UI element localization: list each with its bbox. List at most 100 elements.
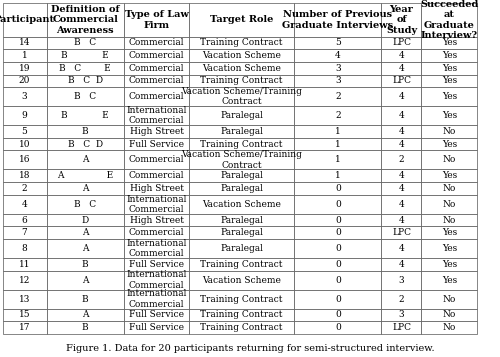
Text: Yes: Yes xyxy=(442,64,457,73)
FancyBboxPatch shape xyxy=(2,49,46,62)
FancyBboxPatch shape xyxy=(189,170,294,182)
Text: Yes: Yes xyxy=(442,39,457,47)
FancyBboxPatch shape xyxy=(294,49,382,62)
Text: Number of Previous
Graduate Interviews: Number of Previous Graduate Interviews xyxy=(282,10,394,30)
FancyBboxPatch shape xyxy=(2,308,46,321)
FancyBboxPatch shape xyxy=(124,195,189,214)
FancyBboxPatch shape xyxy=(422,170,478,182)
Text: Definition of
Commercial
Awareness: Definition of Commercial Awareness xyxy=(51,5,120,35)
FancyBboxPatch shape xyxy=(294,138,382,150)
FancyBboxPatch shape xyxy=(422,106,478,125)
Text: 16: 16 xyxy=(19,155,30,165)
FancyBboxPatch shape xyxy=(124,258,189,271)
FancyBboxPatch shape xyxy=(124,36,189,49)
Text: 3: 3 xyxy=(398,276,404,285)
Text: Training Contract: Training Contract xyxy=(200,311,283,320)
FancyBboxPatch shape xyxy=(294,125,382,138)
Text: A: A xyxy=(82,311,88,320)
FancyBboxPatch shape xyxy=(124,87,189,106)
Text: No: No xyxy=(443,295,456,303)
FancyBboxPatch shape xyxy=(46,271,124,290)
Text: Paralegal: Paralegal xyxy=(220,228,263,237)
Text: Commercial: Commercial xyxy=(129,155,184,165)
Text: 1: 1 xyxy=(335,140,340,149)
FancyBboxPatch shape xyxy=(46,87,124,106)
FancyBboxPatch shape xyxy=(422,182,478,195)
FancyBboxPatch shape xyxy=(422,239,478,258)
Text: LPC: LPC xyxy=(392,228,411,237)
Text: 0: 0 xyxy=(335,323,340,332)
Text: Commercial: Commercial xyxy=(129,64,184,73)
FancyBboxPatch shape xyxy=(294,308,382,321)
Text: Yes: Yes xyxy=(442,111,457,120)
Text: 4: 4 xyxy=(398,64,404,73)
FancyBboxPatch shape xyxy=(294,182,382,195)
Text: 9: 9 xyxy=(22,111,28,120)
Text: No: No xyxy=(443,311,456,320)
Text: 4: 4 xyxy=(335,51,340,60)
FancyBboxPatch shape xyxy=(2,150,46,170)
FancyBboxPatch shape xyxy=(382,62,422,75)
Text: Figure 1. Data for 20 participants returning for semi-structured interview.: Figure 1. Data for 20 participants retur… xyxy=(66,345,434,353)
Text: 4: 4 xyxy=(398,184,404,193)
Text: 13: 13 xyxy=(19,295,30,303)
FancyBboxPatch shape xyxy=(124,75,189,87)
FancyBboxPatch shape xyxy=(2,195,46,214)
Text: LPC: LPC xyxy=(392,323,411,332)
Text: A: A xyxy=(82,155,88,165)
Text: Commercial: Commercial xyxy=(129,92,184,101)
FancyBboxPatch shape xyxy=(189,290,294,308)
FancyBboxPatch shape xyxy=(294,321,382,334)
Text: Paralegal: Paralegal xyxy=(220,184,263,193)
Text: 3: 3 xyxy=(335,64,340,73)
Text: B   C  D: B C D xyxy=(68,76,103,85)
Text: 4: 4 xyxy=(398,244,404,253)
FancyBboxPatch shape xyxy=(2,271,46,290)
Text: Full Service: Full Service xyxy=(129,140,184,149)
FancyBboxPatch shape xyxy=(2,3,46,36)
FancyBboxPatch shape xyxy=(189,258,294,271)
Text: B: B xyxy=(82,323,88,332)
Text: Vacation Scheme: Vacation Scheme xyxy=(202,51,281,60)
FancyBboxPatch shape xyxy=(189,36,294,49)
FancyBboxPatch shape xyxy=(2,125,46,138)
FancyBboxPatch shape xyxy=(2,170,46,182)
FancyBboxPatch shape xyxy=(189,308,294,321)
FancyBboxPatch shape xyxy=(382,290,422,308)
Text: Paralegal: Paralegal xyxy=(220,216,263,225)
Text: 10: 10 xyxy=(19,140,30,149)
FancyBboxPatch shape xyxy=(422,87,478,106)
FancyBboxPatch shape xyxy=(382,271,422,290)
Text: Yes: Yes xyxy=(442,51,457,60)
Text: Training Contract: Training Contract xyxy=(200,39,283,47)
FancyBboxPatch shape xyxy=(382,170,422,182)
FancyBboxPatch shape xyxy=(382,239,422,258)
FancyBboxPatch shape xyxy=(124,62,189,75)
FancyBboxPatch shape xyxy=(189,195,294,214)
FancyBboxPatch shape xyxy=(294,150,382,170)
Text: Full Service: Full Service xyxy=(129,260,184,269)
FancyBboxPatch shape xyxy=(46,226,124,239)
FancyBboxPatch shape xyxy=(124,125,189,138)
Text: Full Service: Full Service xyxy=(129,323,184,332)
Text: Training Contract: Training Contract xyxy=(200,76,283,85)
FancyBboxPatch shape xyxy=(46,36,124,49)
FancyBboxPatch shape xyxy=(46,3,124,36)
Text: Yes: Yes xyxy=(442,228,457,237)
FancyBboxPatch shape xyxy=(46,258,124,271)
Text: 20: 20 xyxy=(19,76,30,85)
Text: Participant: Participant xyxy=(0,15,55,25)
FancyBboxPatch shape xyxy=(124,182,189,195)
FancyBboxPatch shape xyxy=(124,321,189,334)
FancyBboxPatch shape xyxy=(422,271,478,290)
FancyBboxPatch shape xyxy=(189,87,294,106)
FancyBboxPatch shape xyxy=(189,182,294,195)
FancyBboxPatch shape xyxy=(422,321,478,334)
Text: 1: 1 xyxy=(335,155,340,165)
FancyBboxPatch shape xyxy=(189,62,294,75)
FancyBboxPatch shape xyxy=(382,195,422,214)
FancyBboxPatch shape xyxy=(422,49,478,62)
FancyBboxPatch shape xyxy=(124,271,189,290)
FancyBboxPatch shape xyxy=(294,87,382,106)
Text: Paralegal: Paralegal xyxy=(220,127,263,136)
